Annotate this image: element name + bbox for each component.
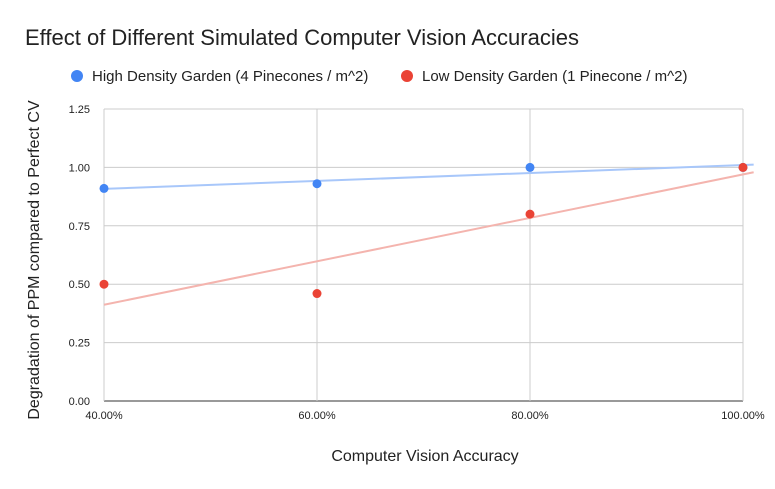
y-tick-label: 0.75 xyxy=(69,221,90,233)
x-axis-ticks: 40.00% 60.00% 80.00% 100.00% xyxy=(85,410,765,422)
x-tick-label: 100.00% xyxy=(721,410,765,422)
data-points xyxy=(99,162,748,299)
x-axis-label: Computer Vision Accuracy xyxy=(331,448,518,465)
y-axis-ticks: 0.00 0.25 0.50 0.75 1.00 1.25 xyxy=(69,104,90,408)
x-tick-label: 60.00% xyxy=(298,410,336,422)
legend-marker-high-density xyxy=(71,70,83,82)
trendlines xyxy=(103,163,754,306)
chart-title: Effect of Different Simulated Computer V… xyxy=(25,25,579,50)
trendline-series-2 xyxy=(103,171,754,306)
legend-label-high-density: High Density Garden (4 Pinecones / m^2) xyxy=(92,68,368,85)
y-tick-label: 0.00 xyxy=(69,396,90,408)
data-point-series-2 xyxy=(738,162,748,172)
y-tick-label: 1.00 xyxy=(69,162,90,174)
legend-marker-low-density xyxy=(401,70,413,82)
y-tick-label: 1.25 xyxy=(69,104,90,116)
y-tick-label: 0.50 xyxy=(69,279,90,291)
data-point-series-2 xyxy=(312,289,322,299)
data-point-series-1 xyxy=(99,183,109,193)
y-axis-label: Degradation of PPM compared to Perfect C… xyxy=(26,100,43,420)
trendline-series-1 xyxy=(103,163,754,190)
data-point-series-1 xyxy=(312,179,322,189)
legend: High Density Garden (4 Pinecones / m^2) … xyxy=(71,68,688,85)
data-point-series-2 xyxy=(99,279,109,289)
data-point-series-1 xyxy=(525,162,535,172)
y-tick-label: 0.25 xyxy=(69,338,90,350)
data-point-series-2 xyxy=(525,209,535,219)
x-tick-label: 80.00% xyxy=(511,410,549,422)
gridlines xyxy=(103,108,744,402)
legend-label-low-density: Low Density Garden (1 Pinecone / m^2) xyxy=(422,68,688,85)
x-tick-label: 40.00% xyxy=(85,410,123,422)
